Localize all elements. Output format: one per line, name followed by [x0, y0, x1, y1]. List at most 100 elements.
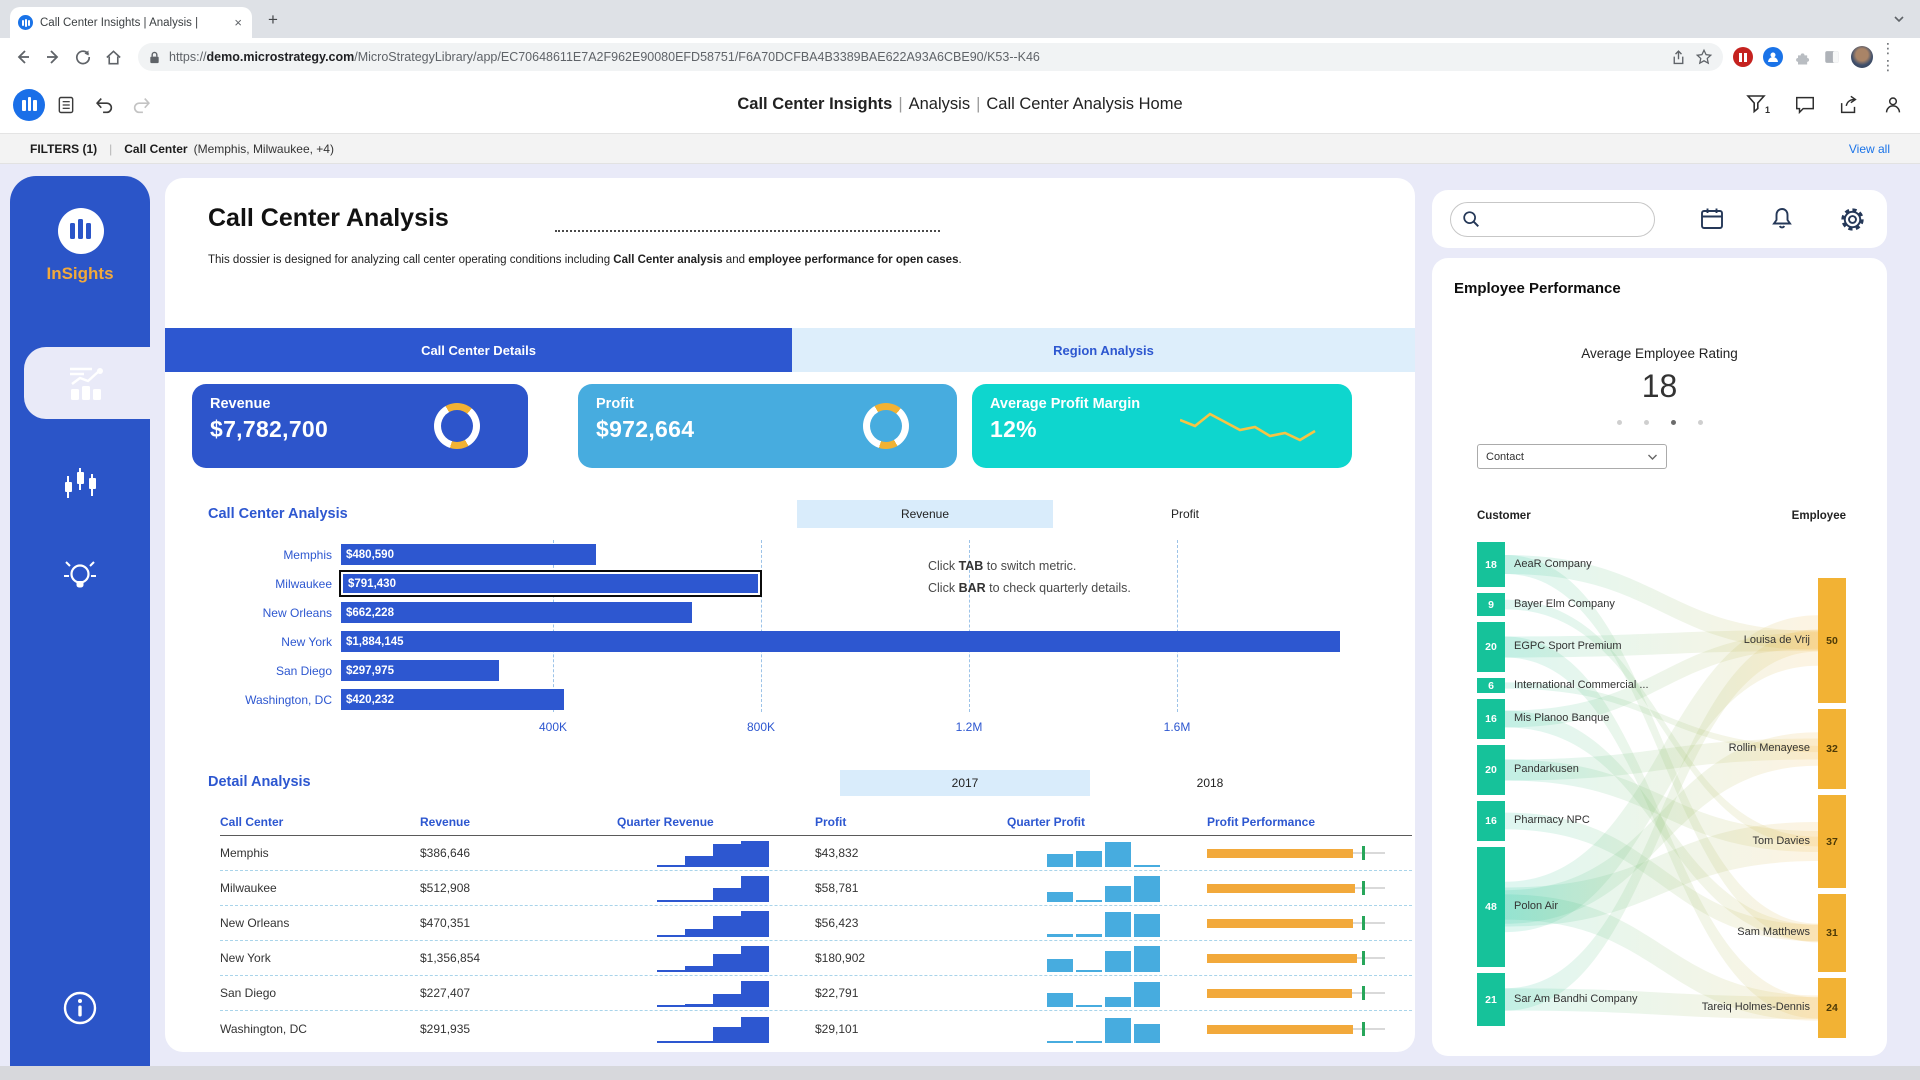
employee-performance-heading: Employee Performance: [1454, 280, 1621, 297]
sankey-employee-node[interactable]: 32: [1818, 709, 1846, 789]
sankey-customer-node[interactable]: 16: [1477, 699, 1505, 739]
sankey-employee-node[interactable]: 31: [1818, 894, 1846, 972]
table-row[interactable]: New York $1,356,854 $180,902: [220, 941, 1412, 976]
sankey-employee-node[interactable]: 50: [1818, 578, 1846, 703]
kpi-label: Average Profit Margin: [990, 396, 1141, 412]
sankey-customer-node[interactable]: 20: [1477, 622, 1505, 672]
table-row[interactable]: Washington, DC $291,935 $29,101: [220, 1011, 1412, 1046]
year-toggle-2018[interactable]: 2018: [1196, 776, 1224, 790]
account-icon[interactable]: [1882, 94, 1904, 116]
filters-label[interactable]: FILTERS (1): [30, 141, 98, 156]
chart-gridline: [761, 540, 762, 712]
new-tab-button[interactable]: +: [268, 10, 278, 29]
pagination-dot[interactable]: [1643, 420, 1649, 425]
redo-icon[interactable]: [125, 88, 159, 122]
home-icon[interactable]: [98, 42, 128, 72]
mini-bar: [685, 856, 713, 867]
chart-instructions: Click TAB to switch metric. Click BAR to …: [928, 556, 1131, 600]
browser-menu-icon[interactable]: ⋮ ⋮: [1881, 40, 1895, 73]
sankey-employee-label: Tom Davies: [1752, 834, 1810, 847]
filter-values[interactable]: (Memphis, Milwaukee, +4): [193, 141, 334, 156]
filter-icon[interactable]: 1: [1746, 94, 1772, 116]
forward-icon[interactable]: [38, 42, 68, 72]
tab-search-chevron-icon[interactable]: [1892, 12, 1906, 26]
bar-segment[interactable]: $1,884,145: [341, 631, 1340, 652]
table-row[interactable]: Milwaukee $512,908 $58,781: [220, 871, 1412, 906]
sankey-customer-node[interactable]: 20: [1477, 745, 1505, 795]
tab-region-analysis[interactable]: Region Analysis: [792, 328, 1415, 372]
tab-call-center-details[interactable]: Call Center Details: [165, 328, 792, 372]
bar-segment[interactable]: $662,228: [341, 602, 692, 623]
extension-red-icon[interactable]: [1733, 47, 1753, 67]
year-toggle-2017[interactable]: 2017: [840, 770, 1090, 796]
contact-dropdown[interactable]: Contact: [1477, 444, 1667, 469]
mini-bar: [1076, 900, 1102, 902]
bell-icon[interactable]: [1769, 206, 1795, 232]
filter-name[interactable]: Call Center: [124, 141, 188, 156]
browser-tab[interactable]: Call Center Insights | Analysis | ×: [10, 7, 252, 38]
gear-icon[interactable]: [1839, 206, 1866, 233]
bookmark-star-icon[interactable]: [1695, 48, 1713, 66]
table-row[interactable]: New Orleans $470,351 $56,423: [220, 906, 1412, 941]
table-row[interactable]: San Diego $227,407 $22,791: [220, 976, 1412, 1011]
side-panel-icon[interactable]: [1823, 48, 1841, 66]
bar-segment[interactable]: $420,232: [341, 689, 564, 710]
mstr-logo-icon[interactable]: [13, 88, 45, 121]
metric-toggle-profit[interactable]: Profit: [1170, 507, 1199, 521]
title-dotted-line: [555, 230, 940, 232]
kpi-card-average-profit-margin[interactable]: Average Profit Margin 12%: [972, 384, 1352, 468]
sidebar-item-info[interactable]: [10, 988, 150, 1028]
bar-segment[interactable]: $297,975: [341, 660, 499, 681]
bar-segment[interactable]: $480,590: [341, 544, 596, 565]
sidebar-item-analysis[interactable]: [24, 347, 150, 419]
sidebar-item-ideas[interactable]: [10, 554, 150, 598]
sankey-customer-node[interactable]: 21: [1477, 973, 1505, 1026]
mini-bar: [685, 966, 713, 972]
sankey-customer-node[interactable]: 9: [1477, 593, 1505, 616]
sankey-customer-node[interactable]: 18: [1477, 542, 1505, 587]
table-of-contents-icon[interactable]: [49, 88, 83, 122]
chart-gridline: [1177, 540, 1178, 712]
profile-avatar[interactable]: [1851, 46, 1873, 68]
bar-selected[interactable]: $791,430: [341, 572, 760, 595]
mini-bar: [685, 1040, 713, 1043]
search-box[interactable]: [1450, 201, 1655, 237]
kpi-card-profit[interactable]: Profit $972,664: [578, 384, 957, 468]
view-all-link[interactable]: View all: [1848, 141, 1890, 156]
extension-blue-icon[interactable]: [1763, 47, 1783, 67]
table-row[interactable]: Memphis $386,646 $43,832: [220, 836, 1412, 871]
pagination-dot[interactable]: [1670, 420, 1676, 425]
sankey-customer-node[interactable]: 48: [1477, 847, 1505, 967]
share-page-icon[interactable]: [1670, 49, 1687, 66]
mini-bar: [1076, 851, 1102, 867]
kpi-card-revenue[interactable]: Revenue $7,782,700: [192, 384, 528, 468]
back-icon[interactable]: [8, 42, 38, 72]
extensions-puzzle-icon[interactable]: [1793, 47, 1813, 67]
detail-table: Call Center Revenue Quarter Revenue Prof…: [220, 808, 1412, 1046]
profit-performance-bullet: [1207, 915, 1385, 931]
pagination-dot[interactable]: [1616, 420, 1622, 425]
search-input[interactable]: [1487, 210, 1627, 228]
comments-icon[interactable]: [1794, 94, 1816, 116]
sidebar-item-candlestick[interactable]: [10, 464, 150, 504]
rating-pagination-dots[interactable]: [1432, 420, 1887, 425]
pagination-dot[interactable]: [1697, 420, 1703, 425]
bar-row-milwaukee: Milwaukee $791,430: [208, 569, 1393, 598]
tab-close-icon[interactable]: ×: [234, 15, 242, 30]
calendar-icon[interactable]: [1699, 206, 1725, 232]
kpi-row: Revenue $7,782,700 Profit $972,664 Average P…: [165, 384, 1415, 470]
sankey-customer-node[interactable]: 16: [1477, 801, 1505, 841]
address-bar[interactable]: https://demo.microstrategy.com/MicroStra…: [138, 43, 1723, 71]
share-icon[interactable]: [1838, 94, 1860, 116]
quarter-profit-mini-chart: [1007, 944, 1207, 972]
cell-call-center: Memphis: [220, 846, 269, 860]
sankey-employee-node[interactable]: 37: [1818, 795, 1846, 888]
search-icon: [1463, 211, 1479, 227]
reload-icon[interactable]: [68, 42, 98, 72]
sankey-customer-node[interactable]: 6: [1477, 678, 1505, 693]
undo-icon[interactable]: [87, 88, 121, 122]
chevron-down-icon: [1648, 454, 1657, 460]
metric-toggle-revenue[interactable]: Revenue: [797, 500, 1053, 528]
sankey-employee-node[interactable]: 24: [1818, 978, 1846, 1038]
x-axis-tick: 800K: [746, 720, 776, 734]
